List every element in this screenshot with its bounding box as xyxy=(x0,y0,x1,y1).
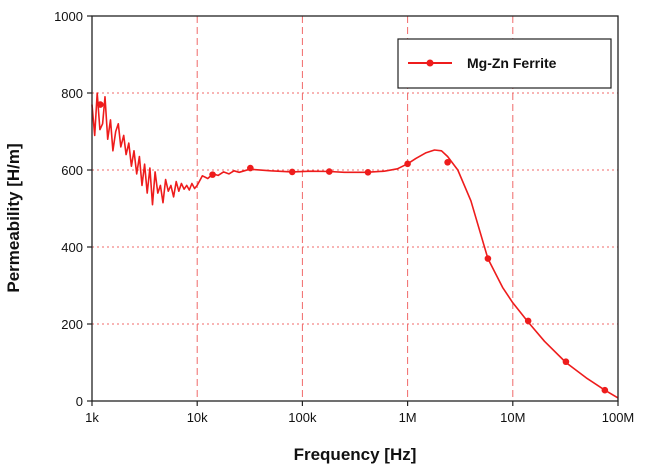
data-point xyxy=(288,168,296,176)
data-point xyxy=(325,168,333,175)
legend-label: Mg-Zn Ferrite xyxy=(467,55,557,71)
y-tick-label: 600 xyxy=(61,163,83,178)
x-axis-label: Frequency [Hz] xyxy=(294,445,417,464)
data-point xyxy=(562,358,570,366)
ticks: 1k 10k 100k 1M 10M 100M 0 200 400 600 800 1000 xyxy=(54,9,634,425)
y-tick-label: 400 xyxy=(61,240,83,255)
series-line xyxy=(91,92,619,399)
data-point xyxy=(524,317,532,325)
y-tick-label: 1000 xyxy=(54,9,83,24)
data-point xyxy=(364,169,372,176)
data-point xyxy=(444,159,451,166)
y-tick-label: 0 xyxy=(76,394,83,409)
y-tick-label: 800 xyxy=(61,86,83,101)
data-point xyxy=(247,164,254,172)
legend-marker xyxy=(426,59,434,67)
x-tick-label: 10k xyxy=(187,410,208,425)
y-tick-label: 200 xyxy=(61,317,83,332)
x-tick-label: 100k xyxy=(288,410,317,425)
x-tick-label: 1M xyxy=(399,410,417,425)
data-point xyxy=(209,171,216,178)
data-point xyxy=(97,101,104,108)
plot-frame xyxy=(91,15,619,402)
legend: Mg-Zn Ferrite xyxy=(397,38,612,89)
data-point xyxy=(404,160,411,168)
x-tick-label: 100M xyxy=(602,410,635,425)
data-point xyxy=(601,386,609,394)
grid xyxy=(92,16,618,401)
y-axis-label: Permeability [H/m] xyxy=(4,143,23,292)
series-layer xyxy=(91,92,619,399)
x-tick-label: 10M xyxy=(500,410,525,425)
data-point xyxy=(484,255,492,262)
x-tick-label: 1k xyxy=(85,410,99,425)
